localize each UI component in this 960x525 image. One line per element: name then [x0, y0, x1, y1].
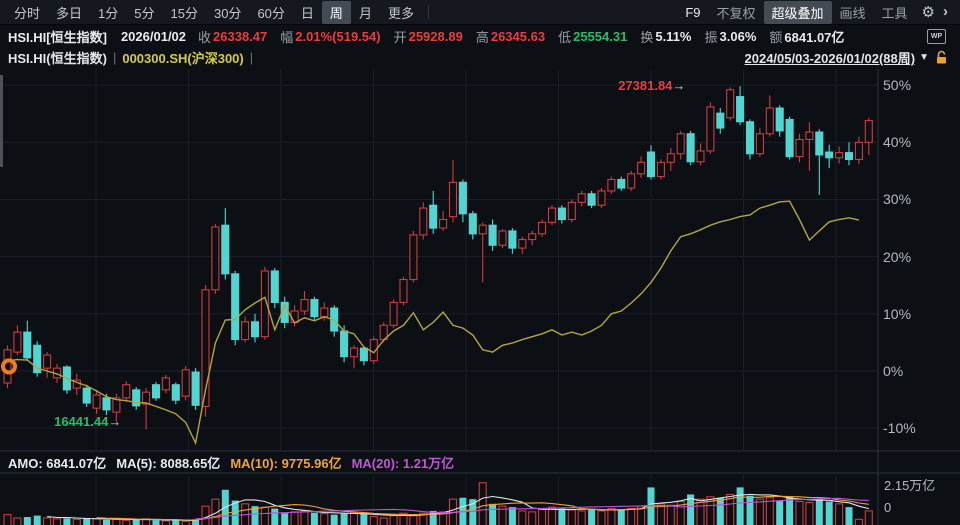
- quote-field-换: 换 5.11%: [640, 28, 692, 45]
- volume-axis-max: 2.15万亿: [884, 478, 936, 493]
- quote-field-幅: 幅 2.01%(519.54): [280, 28, 381, 45]
- period-tab-分时[interactable]: 分时: [14, 5, 41, 21]
- quote-field-收: 收 26338.47: [198, 28, 268, 45]
- amo-readout: MA(10): 9775.96亿: [230, 455, 342, 471]
- y-axis-tick: 30%: [883, 191, 912, 208]
- toolbar-button-工具[interactable]: 工具: [881, 5, 908, 21]
- unlock-icon[interactable]: [935, 50, 948, 65]
- quote-field-开: 开 25928.89: [393, 28, 463, 45]
- period-tab-周[interactable]: 周: [321, 0, 351, 24]
- period-tabs: 分时 多日 1分 5分 15分 30分 60分日周月更多: [0, 0, 422, 24]
- quote-field-振: 振 3.06%: [704, 28, 757, 45]
- y-axis-tick: 50%: [883, 77, 912, 94]
- amo-readout: AMO: 6841.07亿: [8, 455, 107, 471]
- quote-info-bar: HSI.HI[恒生指数] 2026/01/02 收 26338.47 幅 2.01%(…: [0, 25, 960, 47]
- period-tab-月[interactable]: 月: [358, 5, 372, 21]
- period-tab-日[interactable]: 日: [300, 5, 314, 21]
- period-tab-60分[interactable]: 60分: [257, 5, 285, 21]
- period-tab-更多[interactable]: 更多: [387, 5, 414, 21]
- gear-icon[interactable]: ⚙: [921, 4, 935, 21]
- amo-readout: MA(20): 1.21万亿: [351, 455, 455, 471]
- period-tab-5分[interactable]: 5分: [134, 5, 155, 21]
- legend-bar: HSI.HI(恒生指数) | 000300.SH(沪深300) | 2024/0…: [0, 47, 960, 68]
- volume-bars-layer: [3, 482, 873, 525]
- candles-layer: [3, 86, 873, 430]
- quote-field-高: 高 26345.63: [475, 28, 546, 45]
- wp-window-icon[interactable]: WP: [927, 28, 946, 44]
- price-annotation: 16441.44→: [54, 414, 122, 430]
- period-tab-多日[interactable]: 多日: [56, 5, 83, 21]
- legend-separator: |: [249, 50, 254, 65]
- volume-indicator-bar: AMO: 6841.07亿 MA(5): 8088.65亿 MA(10): 9775…: [0, 452, 876, 472]
- toolbar-button-F9[interactable]: F9: [685, 4, 701, 20]
- volume-ma20-line: [195, 497, 869, 520]
- amo-readout: MA(5): 8088.65亿: [116, 455, 221, 471]
- quote-field-低: 低 25554.31: [558, 28, 628, 45]
- period-tab-15分[interactable]: 15分: [170, 5, 198, 21]
- toolbar-button-画线[interactable]: 画线: [839, 5, 866, 21]
- volume-axis-min: 0: [884, 500, 892, 515]
- toolbar-button-超级叠加[interactable]: 超级叠加: [763, 0, 832, 24]
- caret-down-icon[interactable]: ▼: [919, 52, 929, 63]
- chevron-right-icon[interactable]: ›: [943, 2, 948, 20]
- symbol-label: HSI.HI[恒生指数]: [8, 29, 107, 45]
- overlay-line-csi300: [7, 200, 860, 446]
- legend-overlay-symbol[interactable]: 000300.SH(沪深300): [122, 51, 244, 66]
- price-annotation: 27381.84→: [618, 78, 686, 94]
- quote-date: 2026/01/02: [120, 28, 187, 44]
- toolbar-button-不复权[interactable]: 不复权: [716, 5, 756, 21]
- y-axis-tick: 20%: [883, 248, 912, 265]
- toolbar-right: F9 不复权 超级叠加 画线 工具 ⚙ ›: [677, 0, 960, 24]
- y-axis-tick: -10%: [883, 420, 916, 437]
- volume-ma5-line: [47, 493, 869, 521]
- period-tab-30分[interactable]: 30分: [213, 5, 242, 21]
- legend-primary-symbol: HSI.HI(恒生指数): [8, 51, 107, 66]
- quote-field-额: 额 6841.07亿: [769, 29, 845, 45]
- toolbar-divider: [427, 5, 429, 19]
- y-axis-tick: 40%: [883, 134, 912, 151]
- volume-ma10-line: [96, 495, 869, 521]
- y-axis-tick: 10%: [883, 305, 912, 322]
- toolbar: 分时 多日 1分 5分 15分 30分 60分日周月更多 F9 不复权 超级叠加 画线 工具 ⚙ ›: [0, 0, 960, 25]
- left-edge-strip: [0, 75, 3, 167]
- period-tab-1分[interactable]: 1分: [98, 5, 119, 21]
- legend-separator: |: [112, 50, 117, 65]
- grid-lines: [0, 69, 960, 525]
- y-axis-tick: 0%: [883, 363, 904, 379]
- event-marker-icon: [1, 358, 17, 375]
- date-range-selector[interactable]: 2024/05/03-2026/01/02(88周): [744, 51, 916, 66]
